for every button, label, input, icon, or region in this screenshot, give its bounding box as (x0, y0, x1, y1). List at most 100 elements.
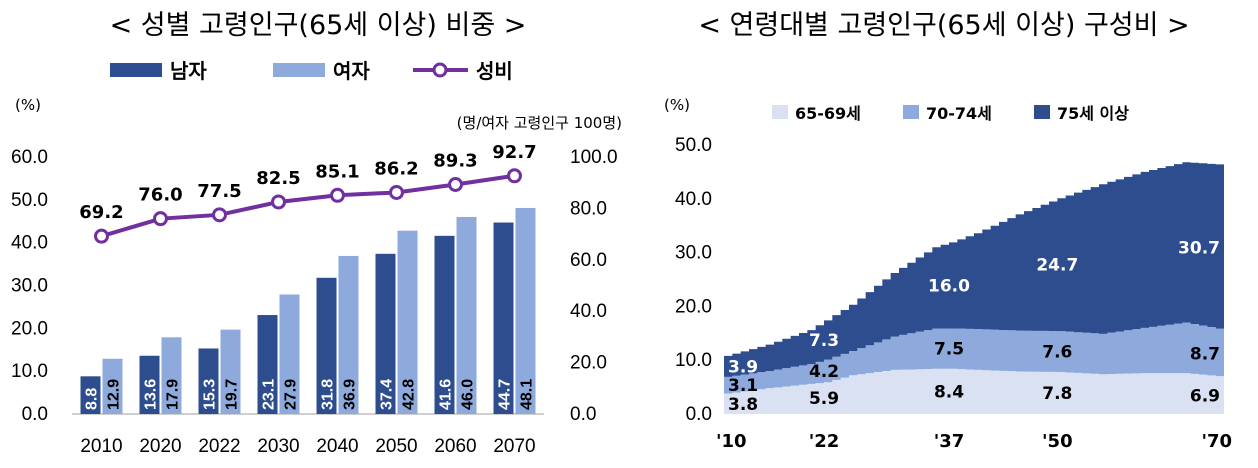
bar-male (493, 222, 514, 414)
right-y-tick-label: 30.0 (675, 243, 712, 264)
ratio-label: 92.7 (492, 142, 536, 163)
legend-label-female: 여자 (333, 59, 370, 83)
right-y-tick-label: 20.0 (675, 296, 712, 317)
bar-male-label: 8.8 (84, 388, 101, 410)
bar-male (316, 277, 337, 414)
legend-marker-ratio (432, 62, 448, 78)
area-label: 8.4 (934, 382, 964, 402)
area-label: 7.8 (1042, 384, 1072, 404)
bar-male-label: 31.8 (320, 379, 337, 410)
right-y-axis: 0.0 20.0 40.0 60.0 80.0 100.0 (570, 147, 618, 425)
bar-series: 8.8 12.9 13.6 17.9 15.3 19.7 23.1 27.9 31.8 36.9 3… (80, 207, 536, 414)
ratio-label: 76.0 (138, 185, 182, 206)
bar-female (338, 255, 359, 414)
bar-female-label: 42.8 (401, 379, 418, 410)
bar-male-label: 23.1 (261, 379, 278, 410)
bar-female (515, 207, 536, 414)
x-tick-label: 2060 (434, 436, 476, 457)
right-chart-y-unit: (%) (664, 96, 690, 114)
ratio-point (507, 168, 522, 184)
bar-female (161, 337, 182, 414)
legend-label-70-74: 70-74세 (926, 104, 992, 123)
right-y-tick-label: 0.0 (686, 404, 712, 425)
bar-female (220, 329, 241, 414)
area-label: 7.6 (1042, 343, 1072, 363)
area-data-labels: 3.93.13.8 7.3 4.2 5.9 16.0 7.5 8.4 24.7 7.6 7.8 30… (728, 238, 1220, 414)
x-tick-label: 2050 (375, 436, 417, 457)
bar-male (139, 355, 160, 414)
legend-swatch-70-74 (903, 105, 919, 119)
right-chart-y-axis: 0.0 10.0 20.0 30.0 40.0 50.0 (675, 135, 712, 425)
bar-female (279, 294, 300, 414)
area-label: 7.5 (934, 340, 964, 360)
y2-tick-label: 100.0 (570, 147, 618, 168)
right-x-tick-label: '37 (934, 431, 965, 452)
ratio-point (330, 187, 345, 203)
left-y-axis: 0.0 10.0 20.0 30.0 40.0 50.0 60.0 (11, 147, 48, 425)
area-label: 4.2 (809, 362, 839, 382)
right-y-tick-label: 10.0 (675, 350, 712, 371)
area-label: 3.8 (728, 395, 758, 415)
area-75-plus (724, 162, 1224, 377)
right-y-tick-label: 50.0 (675, 135, 712, 156)
x-tick-label: 2040 (316, 436, 358, 457)
x-tick-label: 2030 (257, 436, 299, 457)
ratio-label: 85.1 (315, 161, 359, 182)
area-65-69 (724, 368, 1224, 414)
legend-swatch-75-plus (1034, 105, 1050, 119)
left-y-axis-unit: (%) (15, 96, 41, 114)
y2-tick-label: 40.0 (570, 301, 607, 322)
ratio-series: 69.2 76.0 77.5 82.5 85.1 86.2 89.3 92.7 (79, 142, 537, 244)
y2-tick-label: 0.0 (570, 404, 596, 425)
y-tick-label: 0.0 (22, 404, 48, 425)
left-legend: 남자 여자 성비 (110, 59, 513, 83)
right-x-tick-label: '50 (1042, 431, 1073, 452)
x-tick-label: 2070 (493, 436, 535, 457)
bar-male (80, 376, 101, 414)
area-label: 5.9 (809, 389, 839, 409)
y-tick-label: 10.0 (11, 361, 48, 382)
legend-label-male: 남자 (170, 59, 207, 83)
ratio-label: 86.2 (374, 158, 418, 179)
legend-swatch-female (273, 63, 325, 77)
right-chart-title: < 연령대별 고령인구(65세 이상) 구성비 > (698, 10, 1189, 41)
bar-female (102, 358, 123, 414)
bar-female-label: 17.9 (165, 379, 182, 410)
right-chart-x-axis: '10 '22 '37 '50 '70 (716, 431, 1232, 452)
right-x-tick-label: '70 (1201, 431, 1232, 452)
right-x-tick-label: '22 (809, 431, 840, 452)
bar-female-label: 48.1 (519, 379, 536, 410)
bar-male (434, 235, 455, 414)
ratio-point (448, 176, 463, 192)
ratio-point (389, 184, 404, 200)
y-tick-label: 50.0 (11, 190, 48, 211)
bar-male-label: 44.7 (497, 379, 514, 410)
x-tick-label: 2022 (198, 436, 240, 457)
area-label: 30.7 (1178, 238, 1220, 258)
area-label: 7.3 (809, 331, 839, 351)
ratio-label: 69.2 (79, 202, 123, 223)
area-label: 3.1 (728, 376, 758, 396)
sex-ratio-chart: 남자 여자 성비 (%) (명/여자 고령인구 100명) 0.0 10.0 20.… (11, 59, 622, 457)
ratio-point (153, 211, 168, 227)
bar-female-label: 12.9 (106, 379, 123, 410)
legend-label-65-69: 65-69세 (795, 104, 861, 123)
bar-male (375, 253, 396, 414)
legend-label-75-plus: 75세 이상 (1057, 104, 1129, 123)
age-composition-chart: 65-69세 70-74세 75세 이상 (%) 0.0 10.0 20.0 30.0… (664, 96, 1232, 452)
bar-male-label: 41.6 (438, 379, 455, 410)
left-chart-title: < 성별 고령인구(65세 이상) 비중 > (110, 10, 527, 41)
ratio-point (94, 228, 109, 244)
bar-male (257, 315, 278, 414)
area-label: 16.0 (928, 276, 970, 296)
y-tick-label: 40.0 (11, 233, 48, 254)
right-legend: 65-69세 70-74세 75세 이상 (772, 104, 1129, 123)
left-x-axis: 2010 2020 2022 2030 2040 2050 2060 2070 (80, 436, 535, 457)
area-label: 24.7 (1036, 256, 1078, 276)
ratio-line (100, 173, 515, 239)
y-tick-label: 20.0 (11, 318, 48, 339)
bar-female-label: 27.9 (283, 379, 300, 410)
bar-male-label: 13.6 (143, 379, 160, 410)
legend-swatch-65-69 (772, 105, 788, 119)
